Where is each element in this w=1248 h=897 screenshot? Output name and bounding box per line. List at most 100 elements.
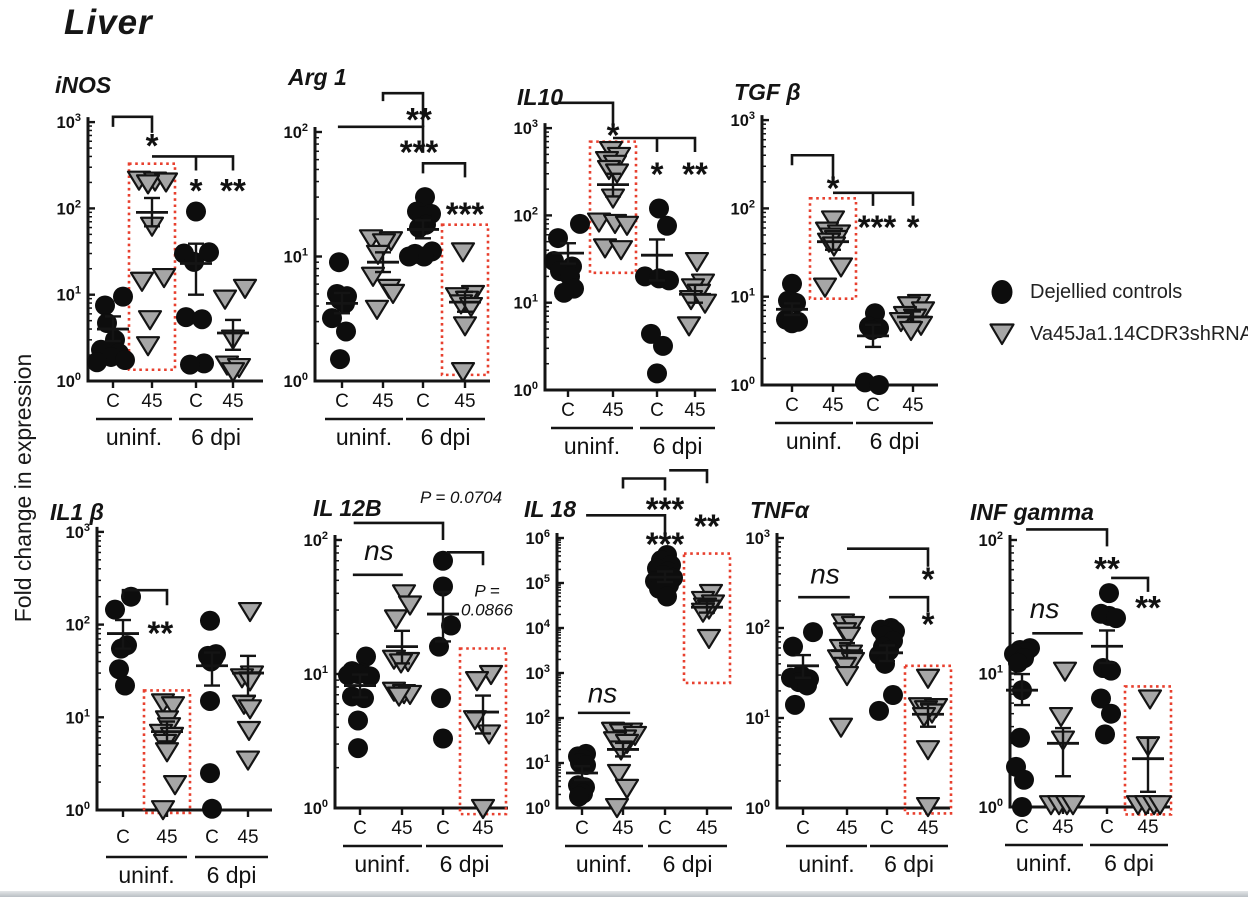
svg-text:103: 103 [526,663,550,683]
svg-text:**: ** [682,156,708,193]
svg-text:45: 45 [917,818,938,839]
svg-text:uninf.: uninf. [336,424,392,450]
svg-text:**: ** [694,507,720,544]
svg-text:101: 101 [526,753,550,773]
svg-text:104: 104 [526,618,551,638]
svg-text:100: 100 [57,371,81,391]
svg-text:102: 102 [284,122,308,142]
panel-title-il10: IL10 [517,84,564,110]
svg-text:45: 45 [472,818,493,839]
svg-text:102: 102 [514,205,538,225]
svg-text:101: 101 [304,664,328,684]
svg-text:C: C [866,395,880,416]
panel-title-tnfa: TNFα [750,497,809,523]
panel-tnfa: 100 101 102 103 C 45 C 45 uninf. 6 dpi ns * * [746,528,953,877]
svg-text:45: 45 [1052,817,1073,838]
svg-text:C: C [658,818,672,839]
svg-text:101: 101 [731,287,755,307]
panel-title-infg: INF gamma [970,499,1094,525]
svg-text:***: *** [446,196,485,233]
panel-title-il18: IL 18 [524,496,576,522]
legend-label-shrna: Va45Ja1.14CDR3shRNA [1030,322,1248,345]
svg-text:***: *** [646,490,685,527]
svg-text:101: 101 [514,293,538,313]
svg-text:105: 105 [526,573,550,593]
svg-text:ns: ns [364,535,394,566]
svg-text:100: 100 [979,797,1003,817]
svg-text:45: 45 [836,818,857,839]
panel-il1b: 100 101 102 103 C 45 C 45 uninf. 6 dpi ** [66,522,272,888]
svg-text:6 dpi: 6 dpi [884,851,934,877]
legend-label-controls: Dejellied controls [1030,280,1183,303]
svg-text:***: *** [646,526,685,563]
svg-text:100: 100 [284,371,308,391]
svg-text:45: 45 [822,395,843,416]
svg-text:6 dpi: 6 dpi [421,424,471,450]
panel-title-il12b: IL 12B [313,495,382,521]
svg-text:45: 45 [602,400,623,421]
svg-text:103: 103 [731,110,755,130]
svg-text:uninf.: uninf. [354,851,410,877]
triangle-marker-icon [989,323,1015,346]
svg-text:C: C [116,827,130,848]
svg-text:P = 0.0704: P = 0.0704 [420,488,502,507]
svg-text:45: 45 [1137,817,1158,838]
svg-text:*: * [146,127,159,164]
svg-text:101: 101 [57,285,81,305]
svg-text:102: 102 [526,708,550,728]
svg-text:45: 45 [372,391,393,412]
svg-text:45: 45 [684,400,705,421]
svg-text:***: *** [858,209,897,246]
svg-text:45: 45 [237,827,258,848]
bottom-edge-bar [0,891,1248,897]
svg-text:45: 45 [141,391,162,412]
svg-text:6 dpi: 6 dpi [653,433,703,459]
svg-text:*: * [922,560,935,597]
svg-text:**: ** [148,615,174,652]
svg-text:45: 45 [612,818,633,839]
svg-text:C: C [335,391,349,412]
svg-text:uninf.: uninf. [576,851,632,877]
svg-text:C: C [106,391,120,412]
panel-infg: 100 101 102 C 45 C 45 uninf. 6 dpi ** ns ** [979,528,1173,876]
panel-il18: 100 101 102 103 104 105 106 C 45 C 45 uninf. 6 dpi ns… [526,468,732,877]
legend-item-shrna: Va45Ja1.14CDR3shRNA [988,320,1248,348]
svg-text:102: 102 [746,618,770,638]
svg-text:103: 103 [66,522,90,542]
svg-text:102: 102 [979,530,1003,550]
svg-text:101: 101 [284,247,308,267]
svg-text:C: C [416,391,430,412]
svg-text:6 dpi: 6 dpi [1104,850,1154,876]
svg-text:C: C [650,400,664,421]
svg-text:100: 100 [514,380,538,400]
svg-text:45: 45 [156,827,177,848]
svg-text:100: 100 [731,375,755,395]
svg-text:C: C [561,400,575,421]
svg-text:C: C [205,827,219,848]
svg-text:uninf.: uninf. [118,862,174,888]
svg-text:101: 101 [746,708,770,728]
svg-text:102: 102 [57,198,81,218]
circle-marker-icon [991,280,1013,304]
svg-text:*: * [922,606,935,643]
panel-il12b: 100 101 102 C 45 C 45 uninf. 6 dpi ns P = 0.0704 P … [304,488,514,877]
legend-item-controls: Dejellied controls [988,278,1248,306]
svg-text:uninf.: uninf. [786,428,842,454]
svg-text:100: 100 [304,798,328,818]
svg-text:*: * [907,209,920,246]
svg-text:C: C [189,391,203,412]
panel-title-inos: iNOS [55,72,112,98]
svg-text:103: 103 [514,118,538,138]
svg-text:**: ** [406,101,432,138]
svg-text:103: 103 [746,528,770,548]
svg-text:45: 45 [902,395,923,416]
svg-text:**: ** [220,172,246,209]
svg-text:ns: ns [1030,593,1060,624]
svg-text:C: C [1015,817,1029,838]
svg-text:*: * [190,172,203,209]
